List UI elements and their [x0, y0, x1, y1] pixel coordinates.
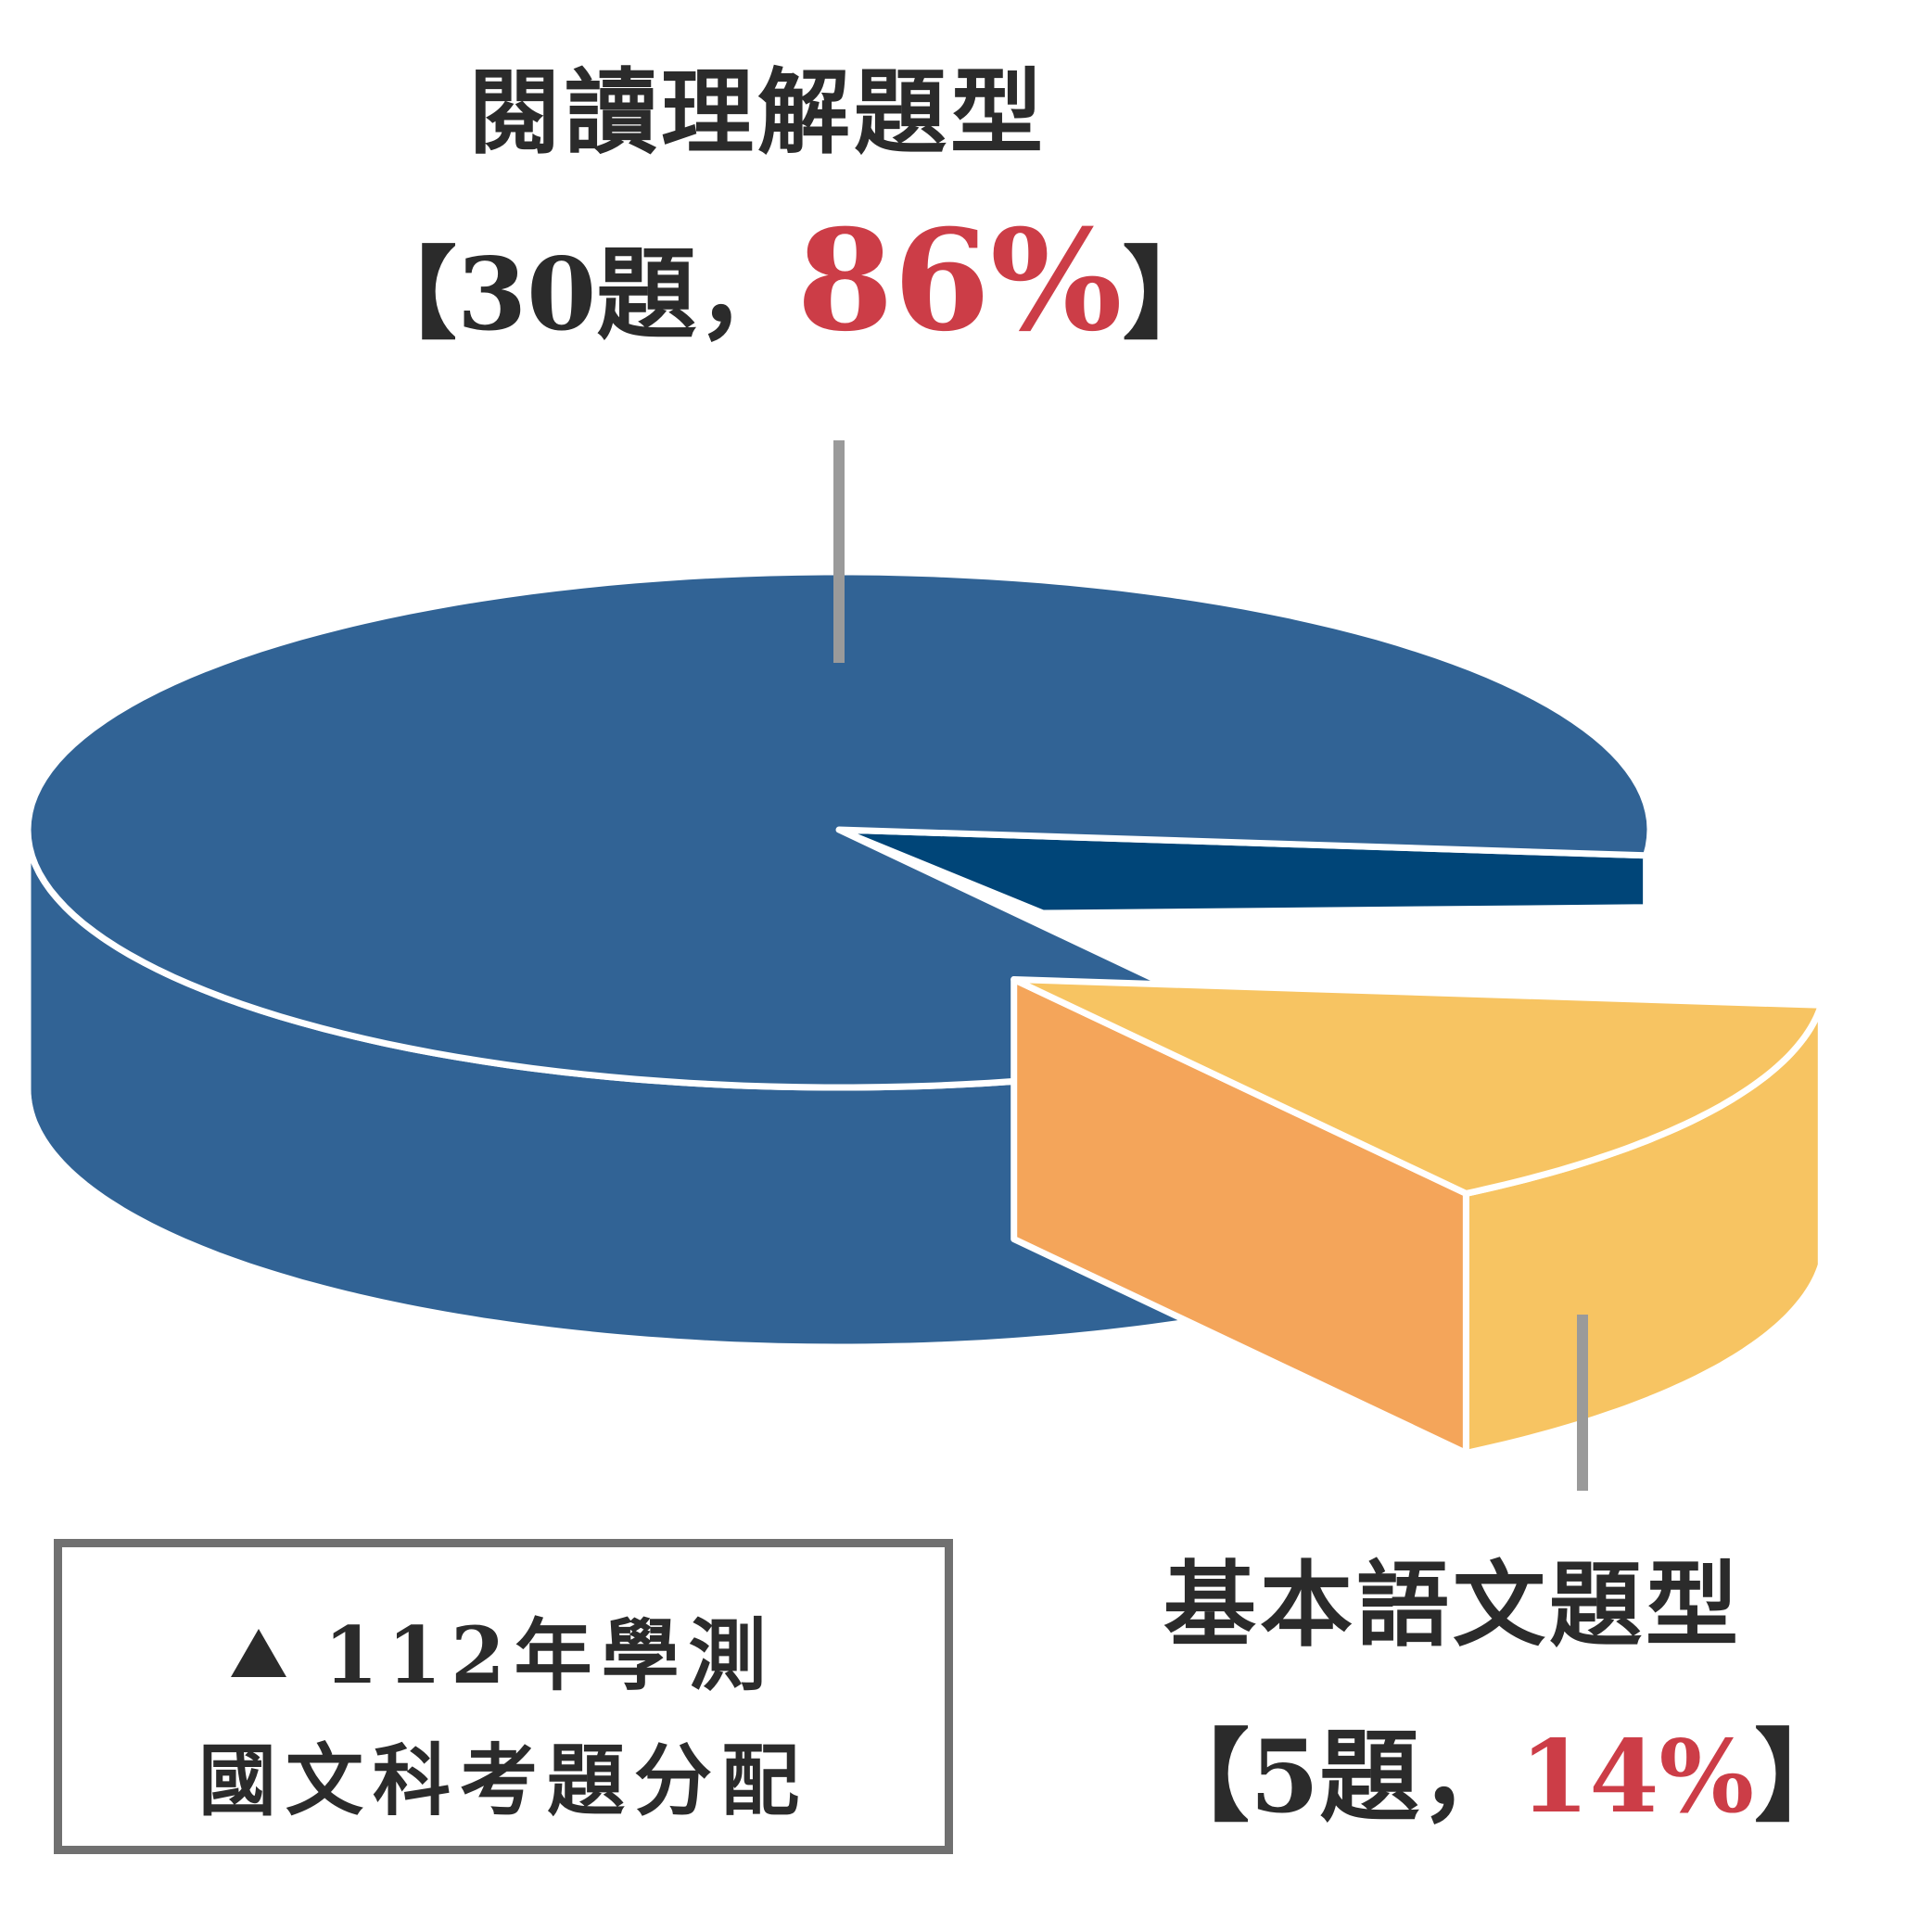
separator: ，: [1419, 1719, 1520, 1836]
slice-stat-reading: 【 30題 ， 86% 】: [357, 199, 1223, 362]
separator: ，: [696, 236, 797, 353]
slice-percent-reading: 86%: [796, 199, 1123, 362]
caption-box: 112年學測 國文科考題分配: [54, 1539, 953, 1854]
slice-label-reading: 閱讀理解題型: [468, 57, 1047, 167]
pie-slice-basic: [1010, 976, 1824, 1197]
slice-count-basic: 5題: [1250, 1719, 1420, 1836]
close-bracket: 】: [1122, 236, 1223, 353]
slice-count-reading: 30題: [457, 236, 697, 353]
slice-percent-basic: 14%: [1519, 1719, 1755, 1836]
open-bracket: 【: [1150, 1719, 1251, 1836]
caption-line-2: 國文科考題分配: [197, 1735, 808, 1826]
slice-stat-basic: 【 5題 ， 14% 】: [1150, 1697, 1854, 1841]
slice-label-basic: 基本語文題型: [1163, 1550, 1742, 1659]
caption-year: 112年學測: [324, 1609, 776, 1701]
triangle-marker-icon: [231, 1629, 287, 1677]
open-bracket: 【: [357, 236, 458, 353]
caption-line-1: 112年學測: [62, 1594, 945, 1706]
close-bracket: 】: [1754, 1719, 1855, 1836]
pie-slice-reading: [24, 568, 1654, 1091]
